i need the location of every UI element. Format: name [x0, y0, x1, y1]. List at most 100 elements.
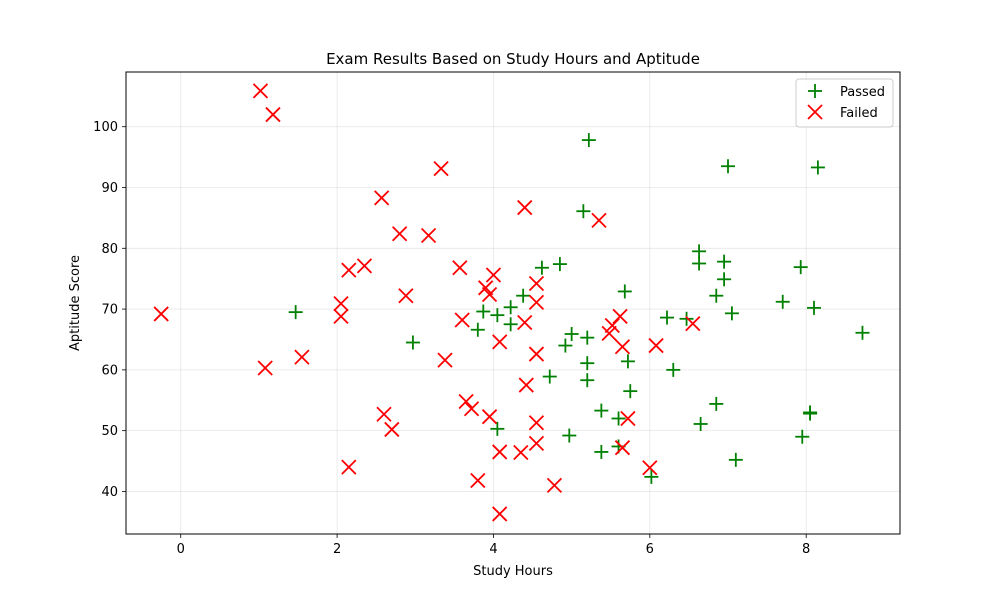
legend-symbol-passed	[808, 84, 822, 98]
data-point-passed	[692, 244, 707, 259]
y-axis-label: Aptitude Score	[68, 255, 83, 351]
data-point-passed	[721, 159, 735, 174]
data-point-failed	[620, 410, 636, 427]
data-point-passed	[724, 306, 739, 321]
data-point-failed	[341, 459, 357, 475]
data-point-passed	[717, 272, 732, 287]
data-point-passed	[692, 256, 707, 271]
data-point-failed	[481, 409, 498, 425]
data-point-failed	[604, 317, 620, 334]
data-point-passed	[580, 330, 595, 345]
data-point-passed	[775, 294, 790, 309]
data-point-failed	[528, 275, 545, 292]
x-tick-label: 6	[646, 542, 654, 557]
data-point-failed	[612, 308, 628, 325]
data-point-passed	[503, 317, 518, 332]
data-point-passed	[803, 405, 818, 420]
x-tick-label: 4	[489, 542, 497, 557]
data-point-passed	[855, 325, 870, 340]
data-point-failed	[492, 506, 508, 522]
data-point-passed	[490, 421, 505, 436]
data-point-failed	[517, 199, 533, 216]
data-point-passed	[728, 452, 743, 467]
data-point-passed	[503, 300, 518, 315]
data-point-passed	[476, 304, 491, 319]
data-point-passed	[562, 428, 577, 443]
data-point-failed	[528, 435, 545, 452]
points-layer	[153, 83, 870, 522]
data-point-passed	[552, 257, 567, 272]
data-point-passed	[717, 254, 732, 269]
x-axis-ticks: 0 2 4 6 8	[177, 534, 810, 557]
data-point-failed	[528, 346, 545, 362]
data-point-failed	[420, 227, 437, 244]
data-point-failed	[485, 267, 502, 283]
data-point-failed	[458, 393, 474, 410]
legend-marker-failed	[807, 104, 823, 120]
data-point-failed	[333, 308, 349, 325]
data-point-passed	[580, 356, 595, 371]
x-tick-label: 0	[177, 542, 185, 557]
data-point-failed	[513, 444, 529, 461]
data-point-failed	[454, 312, 470, 328]
data-point-failed	[341, 262, 357, 278]
y-tick-label: 60	[101, 363, 118, 378]
data-point-failed	[518, 377, 534, 393]
data-point-failed	[528, 415, 545, 431]
data-point-failed	[398, 288, 414, 304]
x-tick-label: 2	[333, 542, 341, 557]
data-point-failed	[265, 106, 281, 123]
data-point-passed	[611, 411, 626, 426]
data-point-failed	[470, 472, 486, 489]
data-point-passed	[470, 322, 485, 337]
data-point-failed	[528, 294, 545, 311]
data-point-passed	[542, 369, 557, 384]
data-point-failed	[356, 258, 373, 274]
data-point-failed	[481, 286, 498, 303]
data-point-passed	[793, 260, 808, 275]
data-point-failed	[153, 306, 169, 322]
data-point-passed	[644, 469, 659, 484]
data-point-failed	[492, 444, 508, 460]
data-point-passed	[490, 308, 505, 323]
data-point-passed	[564, 327, 579, 342]
data-point-passed	[594, 444, 609, 459]
data-point-passed	[558, 338, 573, 353]
data-point-failed	[437, 352, 453, 368]
data-point-failed	[648, 337, 664, 354]
y-tick-label: 40	[101, 485, 118, 500]
y-tick-label: 80	[101, 242, 118, 257]
data-point-passed	[679, 311, 694, 326]
data-point-passed	[576, 204, 591, 219]
data-point-failed	[257, 360, 273, 376]
data-point-failed	[517, 314, 533, 331]
data-point-failed	[642, 460, 658, 476]
data-point-failed	[452, 260, 468, 276]
y-tick-label: 70	[101, 303, 118, 318]
data-point-passed	[660, 310, 675, 325]
data-point-passed	[620, 354, 635, 369]
data-point-failed	[374, 190, 390, 206]
data-point-passed	[288, 305, 303, 320]
data-point-failed	[252, 83, 269, 99]
data-point-failed	[391, 226, 408, 242]
data-point-passed	[709, 288, 724, 303]
data-point-passed	[807, 300, 821, 315]
data-point-passed	[581, 133, 596, 148]
legend-label-failed: Failed	[840, 106, 878, 121]
data-point-failed	[492, 334, 508, 350]
data-point-failed	[384, 421, 400, 438]
data-point-failed	[601, 325, 617, 342]
data-point-passed	[795, 429, 810, 444]
legend-marker-passed	[808, 84, 822, 98]
data-point-passed	[666, 362, 681, 377]
data-point-failed	[614, 440, 631, 456]
x-tick-label: 8	[802, 542, 810, 557]
data-point-passed	[516, 288, 531, 303]
data-point-failed	[463, 401, 480, 417]
y-tick-label: 50	[101, 424, 118, 439]
y-axis-ticks: 40 50 60 70 80 90 100	[93, 120, 126, 500]
y-tick-label: 90	[101, 181, 118, 196]
data-point-passed	[709, 396, 724, 411]
